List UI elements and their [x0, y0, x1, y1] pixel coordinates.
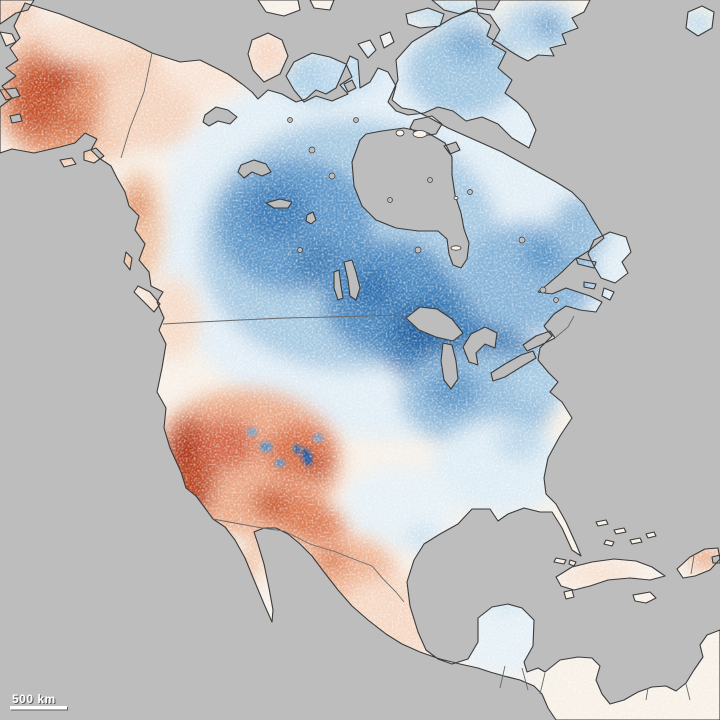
border-us-mexico	[212, 518, 405, 603]
border-alaska-yukon	[120, 52, 153, 159]
border-honduras	[539, 672, 546, 695]
border-panama-colombia	[685, 683, 691, 701]
political-borders	[120, 52, 695, 701]
small-lakes	[287, 117, 559, 303]
border-belize	[521, 667, 529, 691]
small-lake	[353, 117, 359, 123]
small-lake	[287, 117, 293, 123]
small-lake	[328, 172, 336, 180]
border-us-canada	[162, 314, 407, 325]
small-lake	[467, 189, 473, 195]
small-lake	[553, 297, 559, 303]
scale-bar-label: 500 km	[12, 692, 56, 706]
border-costa-rica	[645, 687, 649, 701]
scale-bar-rule	[10, 706, 67, 710]
small-lake	[387, 197, 393, 203]
scale-bar: 500 km 500 km	[10, 692, 68, 711]
small-lake	[414, 246, 422, 254]
small-lake	[308, 146, 316, 154]
small-lake	[518, 236, 526, 244]
small-lake	[427, 177, 433, 183]
hudson-bay-islands	[395, 129, 462, 251]
border-guatemala	[499, 665, 506, 689]
border-us-canada-east	[554, 315, 575, 339]
small-lake	[539, 286, 547, 294]
small-lake	[297, 247, 303, 253]
scale-bar-label-shadow: 500 km	[13, 693, 57, 707]
border-haiti-dr	[690, 555, 695, 575]
